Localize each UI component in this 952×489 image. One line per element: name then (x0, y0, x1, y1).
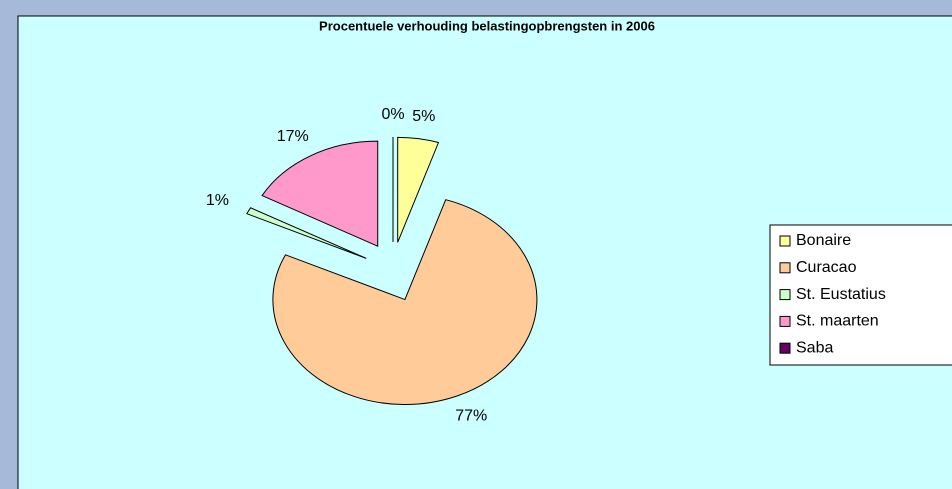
pie-slice (261, 140, 379, 247)
legend-swatch (779, 289, 791, 301)
legend-swatch (779, 262, 791, 274)
legend-swatch (779, 315, 791, 327)
legend-swatch (779, 235, 791, 247)
legend-label: Curacao (796, 259, 857, 276)
legend-label: St. maarten (796, 313, 879, 330)
data-label: 17% (277, 128, 309, 145)
legend-swatch (779, 342, 791, 354)
pie-slice (397, 136, 440, 243)
legend-label: St. Eustatius (796, 286, 886, 303)
legend-box (769, 224, 952, 366)
legend-label: Saba (796, 339, 833, 356)
pie-slice (246, 207, 367, 259)
pie-slice (272, 199, 538, 406)
data-label: 77% (455, 407, 487, 424)
data-label: 5% (412, 108, 435, 125)
chart-title: Procentuele verhouding belastingopbrengs… (319, 18, 655, 33)
data-label: 1% (206, 192, 229, 209)
data-label: 0% (381, 106, 404, 123)
legend-label: Bonaire (796, 232, 851, 249)
